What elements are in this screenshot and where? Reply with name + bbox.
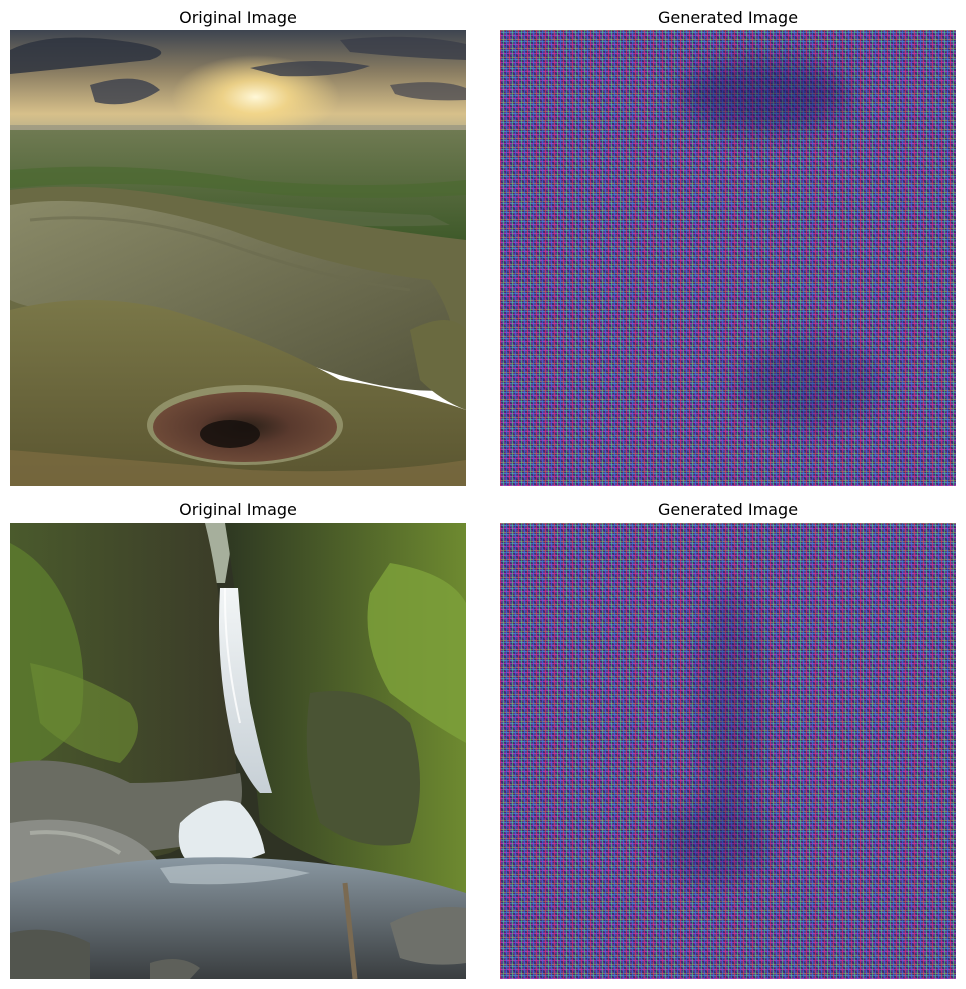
panel-title-top-left: Original Image (179, 8, 297, 27)
original-image-waterfall (10, 523, 466, 979)
noise-shadow-region (740, 340, 880, 430)
noise-shadow-region (660, 803, 770, 883)
generated-image-top (500, 30, 956, 486)
panel-title-top-right: Generated Image (657, 8, 799, 27)
noise-shadow-region (680, 60, 850, 130)
original-image-landscape (10, 30, 466, 486)
noise-shadow-region (700, 583, 760, 823)
panel-title-bottom-right: Generated Image (657, 500, 799, 519)
panel-title-bottom-left: Original Image (179, 500, 297, 519)
generated-image-bottom (500, 523, 956, 979)
landscape-sunset-photo (10, 30, 466, 486)
waterfall-photo (10, 523, 466, 979)
